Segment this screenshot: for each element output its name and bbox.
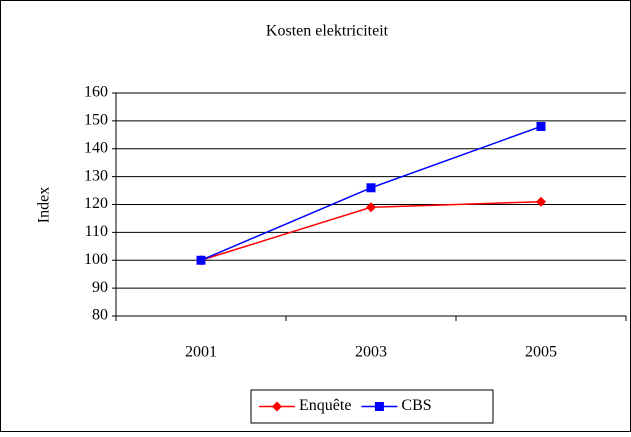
y-tick-label: 80 [92,307,108,324]
point [536,121,546,131]
x-tick-label: 2003 [355,344,387,361]
y-axis-label: Index [36,187,53,223]
legend-label: CBS [401,397,431,414]
legend-marker [374,402,384,411]
legend-marker [272,401,282,412]
y-tick-label: 130 [84,167,108,184]
y-tick-label: 150 [84,112,108,129]
legend-label: Enquête [299,397,351,414]
y-tick-label: 90 [92,279,108,296]
x-tick-label: 2001 [185,344,217,361]
y-tick-label: 100 [84,251,108,268]
point [366,202,376,213]
y-tick-label: 110 [85,223,108,240]
chart-title: Kosten elektriciteit [266,23,389,40]
point [196,255,206,265]
point [536,196,546,207]
y-tick-label: 120 [84,195,108,212]
y-tick-label: 160 [84,84,108,101]
x-tick-label: 2005 [525,344,557,361]
y-tick-label: 140 [84,139,108,156]
point [366,183,376,193]
